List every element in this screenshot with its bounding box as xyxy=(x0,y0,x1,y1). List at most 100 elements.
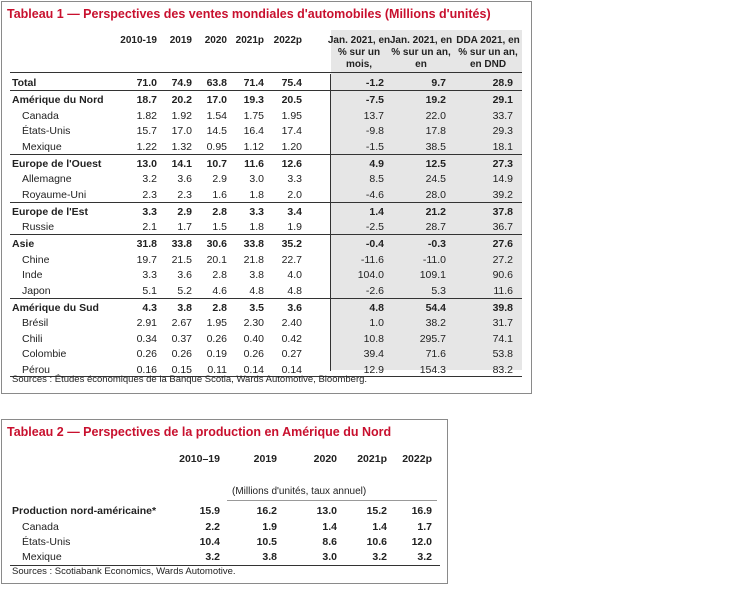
row-pct: 19.2 xyxy=(425,94,446,106)
row-pct: 74.1 xyxy=(492,332,513,345)
row-pct: 27.2 xyxy=(492,253,513,266)
row-pct: -1.5 xyxy=(365,140,384,153)
row-value: 21.8 xyxy=(243,253,264,266)
row-value: 3.8 xyxy=(249,269,264,281)
row-value: 1.6 xyxy=(212,188,227,201)
row-value: 33.8 xyxy=(243,238,264,250)
row-value: 3.3 xyxy=(287,173,302,185)
row-value: 14.1 xyxy=(171,157,192,170)
table-row: Total 71.0 74.9 63.8 71.4 75.4 -1.2 9.7 28.9 xyxy=(2,75,531,91)
row-pct: -2.6 xyxy=(365,284,384,297)
row-label: Canada xyxy=(22,521,59,533)
table-row: Canada 1.82 1.92 1.54 1.75 1.95 13.7 22.0 33.7 xyxy=(2,108,531,124)
row-value: 2.1 xyxy=(142,221,157,233)
row-label: Pérou xyxy=(22,363,51,376)
row-value: 3.3 xyxy=(142,269,157,281)
row-value: 71.0 xyxy=(136,77,157,89)
row-pct: 1.0 xyxy=(369,317,384,329)
row-value: 2.8 xyxy=(212,205,227,218)
row-pct: 8.5 xyxy=(369,173,384,185)
row-value: 15.2 xyxy=(366,505,387,517)
table-row: États-Unis 10.4 10.5 8.6 10.6 12.0 xyxy=(2,534,447,550)
column-header: 2021p xyxy=(235,35,264,46)
row-label: Canada xyxy=(22,109,59,122)
table-row: Europe de l'Est 3.3 2.9 2.8 3.3 3.4 1.4 21.2 37.… xyxy=(2,204,531,220)
row-value: 1.22 xyxy=(136,140,157,153)
row-value: 1.82 xyxy=(136,109,157,122)
row-label: États-Unis xyxy=(22,125,71,137)
row-pct: 90.6 xyxy=(492,269,513,281)
row-value: 4.6 xyxy=(212,284,227,297)
row-pct: -0.4 xyxy=(365,238,384,250)
header-rule xyxy=(10,72,522,73)
row-value: 10.4 xyxy=(199,536,220,548)
row-value: 3.3 xyxy=(249,205,264,218)
row-value: 3.0 xyxy=(322,551,337,563)
row-value: 3.8 xyxy=(177,301,192,314)
row-pct: 1.4 xyxy=(369,205,384,218)
table-2: Tableau 2 — Perspectives de la productio… xyxy=(1,419,448,584)
column-header-pct: Jan. 2021, en % sur un an, en xyxy=(389,35,453,70)
row-value: 1.9 xyxy=(262,521,277,533)
row-value: 3.6 xyxy=(177,269,192,281)
row-value: 0.27 xyxy=(281,348,302,360)
row-value: 71.4 xyxy=(243,77,264,89)
row-value: 0.14 xyxy=(281,363,302,376)
table-row: Chine 19.7 21.5 20.1 21.8 22.7 -11.6 -11.0 27.2 xyxy=(2,252,531,268)
row-value: 15.9 xyxy=(199,505,220,517)
row-pct: 39.2 xyxy=(492,188,513,201)
table-row: Asie 31.8 33.8 30.6 33.8 35.2 -0.4 -0.3 27.6 xyxy=(2,236,531,252)
row-value: 2.3 xyxy=(142,188,157,201)
row-value: 0.14 xyxy=(243,363,264,376)
row-pct: 39.8 xyxy=(492,301,513,314)
row-pct: -4.6 xyxy=(365,188,384,201)
row-value: 3.5 xyxy=(249,301,264,314)
row-value: 0.26 xyxy=(243,348,264,360)
row-value: 1.7 xyxy=(177,221,192,233)
row-value: 15.7 xyxy=(136,125,157,137)
row-value: 13.0 xyxy=(136,157,157,170)
row-pct: 4.9 xyxy=(369,157,384,170)
row-pct: 53.8 xyxy=(492,348,513,360)
table-row: Colombie 0.26 0.26 0.19 0.26 0.27 39.4 71.6 53.8 xyxy=(2,346,531,362)
row-value: 20.2 xyxy=(171,94,192,106)
row-value: 11.6 xyxy=(244,157,264,170)
table-row: Chili 0.34 0.37 0.26 0.40 0.42 10.8 295.7 74.1 xyxy=(2,331,531,347)
row-value: 0.42 xyxy=(281,332,302,345)
row-pct: 18.1 xyxy=(492,140,513,153)
row-value: 1.4 xyxy=(322,521,337,533)
row-pct: -11.6 xyxy=(360,253,384,266)
column-header: 2019 xyxy=(253,453,277,465)
row-pct: 13.7 xyxy=(363,109,384,122)
row-pct: 33.7 xyxy=(492,109,513,122)
row-value: 1.92 xyxy=(171,109,192,122)
row-pct: 83.2 xyxy=(492,363,513,376)
row-value: 3.2 xyxy=(417,551,432,563)
row-value: 1.95 xyxy=(281,109,302,122)
row-label: États-Unis xyxy=(22,536,71,548)
row-pct: 104.0 xyxy=(357,269,384,281)
row-value: 13.0 xyxy=(316,505,337,517)
row-pct: 295.7 xyxy=(419,332,446,345)
row-pct: -11.0 xyxy=(422,253,446,266)
row-value: 0.34 xyxy=(136,332,157,345)
table-row: Russie 2.1 1.7 1.5 1.8 1.9 -2.5 28.7 36.7 xyxy=(2,219,531,235)
row-value: 1.7 xyxy=(417,521,432,533)
row-value: 3.0 xyxy=(249,173,264,185)
row-pct: 54.4 xyxy=(425,301,446,314)
row-value: 2.8 xyxy=(212,301,227,314)
row-value: 1.75 xyxy=(243,109,264,122)
group-rule xyxy=(10,153,522,155)
row-label: Brésil xyxy=(22,317,49,329)
row-value: 2.91 xyxy=(136,317,157,329)
row-value: 3.2 xyxy=(205,551,220,563)
row-value: 1.9 xyxy=(287,221,302,233)
column-header: 2020 xyxy=(313,453,337,465)
row-pct: 28.9 xyxy=(492,77,513,89)
row-label: Production nord-américaine* xyxy=(12,505,157,517)
row-value: 2.2 xyxy=(205,521,220,533)
row-value: 3.2 xyxy=(142,173,157,185)
row-pct: 28.0 xyxy=(425,188,446,201)
table-row: Amérique du Nord 18.7 20.2 17.0 19.3 20.5 -7.5… xyxy=(2,92,531,108)
row-value: 22.7 xyxy=(281,253,302,266)
